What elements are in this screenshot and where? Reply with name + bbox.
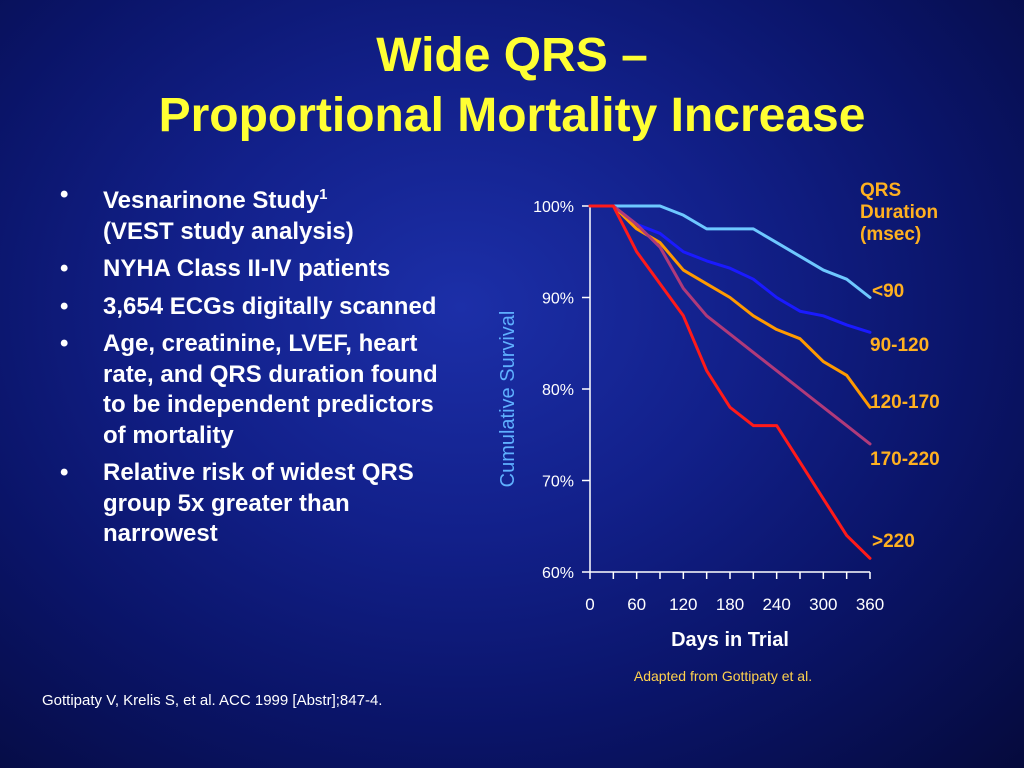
legend-label-170-220: 170-220 xyxy=(870,449,940,470)
x-tick-label: 120 xyxy=(669,595,697,614)
x-tick-label: 180 xyxy=(716,595,744,614)
bullet-subtext: (VEST study analysis) xyxy=(103,217,354,245)
legend-label-gt220: >220 xyxy=(872,531,915,552)
series-line-4 xyxy=(588,204,872,560)
bullet-text: NYHA Class II-IV patients xyxy=(103,255,391,282)
bullet-text: Vesnarinone Study xyxy=(103,187,320,214)
x-tick-label: 360 xyxy=(856,595,884,614)
title-line-1: Wide QRS – xyxy=(376,29,648,82)
x-tick-label: 60 xyxy=(627,595,646,614)
series-line-3 xyxy=(588,204,872,446)
source-credit: Adapted from Gottipaty et al. xyxy=(633,668,813,684)
y-tick-label: 60% xyxy=(542,565,574,582)
legend-title: QRS Duration (msec) xyxy=(860,180,939,245)
bullet-dot: • xyxy=(60,330,69,357)
legend-label-120-170: 120-170 xyxy=(870,392,940,413)
x-tick-label: 0 xyxy=(585,595,594,614)
survival-chart: 60% 70% 80% 90% 100% 0 60 120 180 240 300 360 Days i… xyxy=(497,199,884,651)
y-tick-label: 90% xyxy=(542,291,574,308)
bullet-item: • 3,654 ECGs digitally scanned xyxy=(52,292,462,323)
slide-title: Wide QRS – Proportional Mortality Increa… xyxy=(0,26,1024,146)
bullet-dot: • xyxy=(60,181,69,208)
y-tick-label: 80% xyxy=(542,382,574,399)
y-axis-label: Cumulative Survival xyxy=(497,311,519,488)
bullet-item: • NYHA Class II-IV patients xyxy=(52,254,462,285)
x-tick-label: 240 xyxy=(762,595,790,614)
legend-label-90-120: 90-120 xyxy=(870,335,930,356)
bullet-text: 3,654 ECGs digitally scanned xyxy=(103,292,437,320)
bullet-dot: • xyxy=(60,255,69,282)
bullet-dot: • xyxy=(60,459,69,486)
bullet-text: Relative risk of widest QRS group 5x gre… xyxy=(103,459,414,547)
bullet-item: • Relative risk of widest QRS group 5x g… xyxy=(52,458,462,550)
series-line-2 xyxy=(588,204,872,409)
bullet-item: • Vesnarinone Study1 (VEST study analysi… xyxy=(52,180,462,247)
citation-footnote: Gottipaty V, Krelis S, et al. ACC 1999 [… xyxy=(42,692,383,709)
bullet-dot: • xyxy=(60,292,69,320)
series-line-0 xyxy=(588,204,872,299)
y-tick-label: 70% xyxy=(542,474,574,491)
legend-label-lt90: <90 xyxy=(872,281,905,302)
title-line-2: Proportional Mortality Increase xyxy=(158,89,866,142)
bullet-text: Age, creatinine, LVEF, heart rate, and Q… xyxy=(103,330,438,449)
x-tick-label: 300 xyxy=(809,595,837,614)
x-axis-label: Days in Trial xyxy=(671,629,789,651)
bullet-superscript: 1 xyxy=(319,186,328,203)
y-tick-label: 100% xyxy=(533,199,574,216)
bullet-list: • Vesnarinone Study1 (VEST study analysi… xyxy=(52,180,462,557)
bullet-item: • Age, creatinine, LVEF, heart rate, and… xyxy=(52,329,462,451)
